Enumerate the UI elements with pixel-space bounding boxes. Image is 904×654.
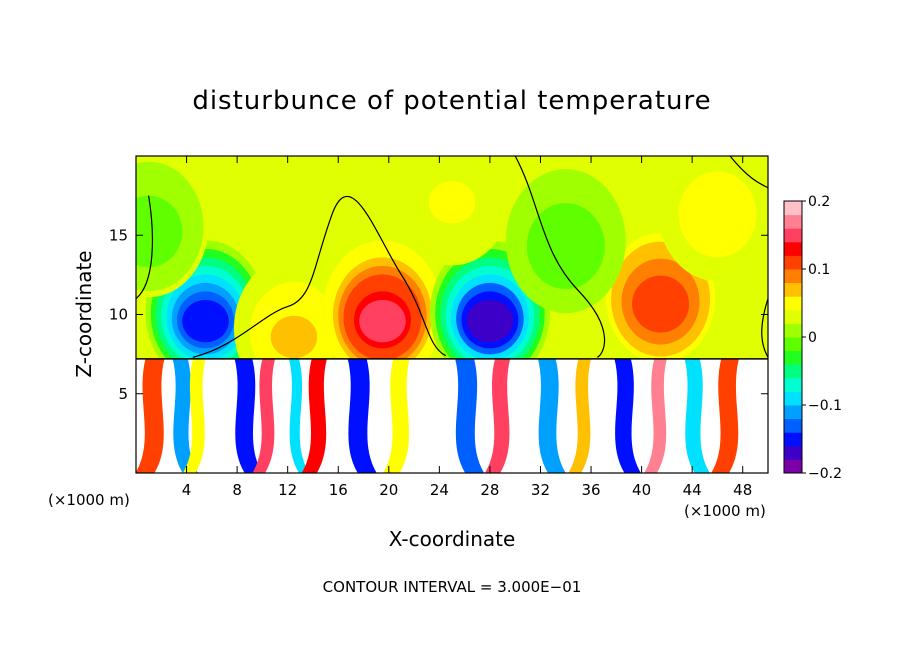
x-tick-label: 8 bbox=[232, 481, 242, 499]
x-unit-right: (×1000 m) bbox=[684, 502, 766, 520]
lower-band bbox=[568, 358, 592, 473]
contour-line bbox=[514, 156, 606, 358]
x-tick-label: 24 bbox=[430, 481, 449, 499]
field-feature bbox=[694, 196, 741, 240]
colorbar-swatch bbox=[784, 418, 802, 433]
lower-band bbox=[484, 358, 511, 473]
lower-band bbox=[614, 358, 641, 473]
colorbar-swatch bbox=[784, 459, 802, 474]
x-tick-label: 28 bbox=[480, 481, 499, 499]
y-tick-label: 15 bbox=[109, 226, 128, 244]
colorbar-swatch bbox=[784, 296, 802, 311]
field-feature bbox=[182, 299, 229, 343]
field-feature bbox=[428, 181, 476, 224]
lower-layer bbox=[136, 358, 768, 473]
colorbar-tick-label: −0.2 bbox=[808, 466, 842, 482]
lower-band bbox=[288, 358, 310, 473]
contour-line bbox=[761, 298, 768, 358]
x-axis: 4 8 12 16 20 24 28 32 36 40 44 48 bbox=[182, 156, 752, 499]
contour-line bbox=[136, 195, 154, 300]
contour-line bbox=[729, 156, 768, 189]
field-feature bbox=[637, 284, 684, 327]
lower-band bbox=[172, 358, 198, 473]
plot-field bbox=[136, 156, 768, 473]
colorbar-swatch bbox=[784, 364, 802, 379]
lower-band bbox=[136, 358, 165, 473]
y-tick-label: 10 bbox=[109, 306, 128, 324]
colorbar-swatch bbox=[784, 350, 802, 365]
x-axis-label: X-coordinate bbox=[388, 527, 516, 551]
colorbar-swatch bbox=[784, 241, 802, 256]
lower-band bbox=[347, 358, 377, 473]
field-feature bbox=[359, 299, 406, 343]
colorbar-swatch bbox=[784, 445, 802, 460]
colorbar-swatch bbox=[784, 214, 802, 229]
colorbar-swatch bbox=[784, 377, 802, 392]
colorbar-swatch bbox=[784, 391, 802, 406]
field-feature bbox=[136, 212, 172, 256]
contour-line bbox=[192, 196, 446, 358]
lower-band bbox=[182, 358, 206, 473]
x-unit-left: (×1000 m) bbox=[48, 491, 130, 509]
x-tick-label: 20 bbox=[379, 481, 398, 499]
colorbar-tick-label: 0.2 bbox=[808, 194, 830, 210]
contour-interval-label: CONTOUR INTERVAL = 3.000E−01 bbox=[322, 578, 582, 596]
lower-band bbox=[234, 358, 263, 473]
colorbar-swatch bbox=[784, 201, 802, 216]
colorbar: 0.2 0.1 0 −0.1 −0.2 bbox=[783, 194, 842, 482]
colorbar-swatch bbox=[784, 337, 802, 352]
field-feature bbox=[542, 228, 590, 272]
colorbar-swatch bbox=[784, 282, 802, 297]
lower-band bbox=[252, 358, 276, 473]
lower-band bbox=[644, 358, 667, 473]
colorbar-swatch bbox=[784, 323, 802, 338]
colorbar-swatch bbox=[784, 255, 802, 270]
y-tick-label: 5 bbox=[118, 385, 128, 403]
x-tick-label: 48 bbox=[733, 481, 752, 499]
colorbar-tick-label: 0 bbox=[808, 330, 817, 346]
x-tick-label: 12 bbox=[278, 481, 297, 499]
y-axis-label: Z-coordinate bbox=[72, 250, 96, 378]
x-tick-label: 40 bbox=[632, 481, 651, 499]
lower-band bbox=[455, 358, 485, 473]
colorbar-swatch bbox=[784, 228, 802, 243]
x-tick-label: 36 bbox=[581, 481, 600, 499]
contour-lines bbox=[136, 156, 768, 360]
chart-title: disturbunce of potential temperature bbox=[192, 86, 712, 116]
colorbar-swatch bbox=[784, 309, 802, 324]
x-tick-label: 32 bbox=[531, 481, 550, 499]
colorbar-tick-label: 0.1 bbox=[808, 262, 830, 278]
lower-band bbox=[301, 358, 327, 473]
y-axis: 5 10 15 bbox=[109, 226, 768, 403]
field-feature bbox=[270, 315, 318, 359]
colorbar-swatch bbox=[784, 405, 802, 420]
lower-band bbox=[537, 358, 566, 473]
x-tick-label: 4 bbox=[182, 481, 192, 499]
field-feature bbox=[466, 299, 514, 343]
x-tick-label: 44 bbox=[683, 481, 702, 499]
colorbar-swatch bbox=[784, 269, 802, 284]
colorbar-swatch bbox=[784, 432, 802, 447]
x-tick-label: 16 bbox=[329, 481, 348, 499]
lower-band bbox=[711, 358, 739, 473]
lower-band bbox=[383, 358, 410, 473]
lower-band bbox=[684, 358, 710, 473]
colorbar-tick-label: −0.1 bbox=[808, 398, 842, 414]
